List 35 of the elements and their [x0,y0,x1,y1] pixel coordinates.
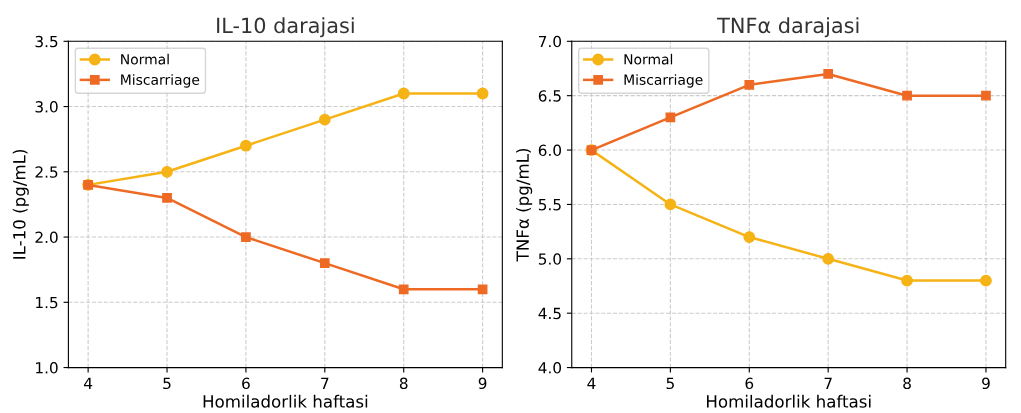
y-axis-title: TNFα (pg/mL) [516,148,533,262]
x-tick-label: 6 [745,377,754,390]
x-tick-label: 9 [982,377,990,390]
legend-label: Normal [121,53,169,65]
y-tick-label: 6.0 [538,144,562,157]
legend-label: Normal [624,53,673,65]
y-tick-label: 4.5 [538,307,561,320]
legend-label: Miscarriage [121,74,200,88]
x-tick-label: 4 [587,377,596,389]
y-tick-label: 1.0 [36,362,58,374]
y-tick-label: 3.5 [35,35,58,48]
x-axis-title: Homiladorlik haftasi [203,394,368,408]
y-tick-label: 7.0 [538,35,562,48]
y-tick-label: 2.5 [35,166,58,178]
chart-title: TNFα darajasi [717,17,859,38]
x-tick-label: 9 [478,377,487,390]
x-tick-label: 5 [163,377,171,390]
x-tick-label: 4 [84,377,93,389]
y-tick-label: 5.0 [538,253,562,265]
x-tick-label: 8 [399,377,408,390]
y-tick-label: 1.5 [36,296,58,309]
x-tick-label: 7 [824,377,832,389]
x-tick-label: 6 [242,377,250,390]
y-tick-label: 3.0 [35,101,58,113]
x-axis-title: Homiladorlik haftasi [707,394,871,408]
y-tick-label: 2.0 [35,231,58,244]
y-tick-label: 4.0 [538,362,562,374]
x-tick-label: 7 [321,377,329,389]
x-tick-label: 8 [903,377,911,390]
y-tick-label: 6.5 [538,90,561,102]
x-tick-label: 5 [666,377,674,390]
chart-title: IL-10 darajasi [217,17,354,38]
y-axis-title: IL-10 (pg/mL) [12,150,29,259]
legend-label: Miscarriage [624,74,703,88]
y-tick-label: 5.5 [538,199,561,211]
